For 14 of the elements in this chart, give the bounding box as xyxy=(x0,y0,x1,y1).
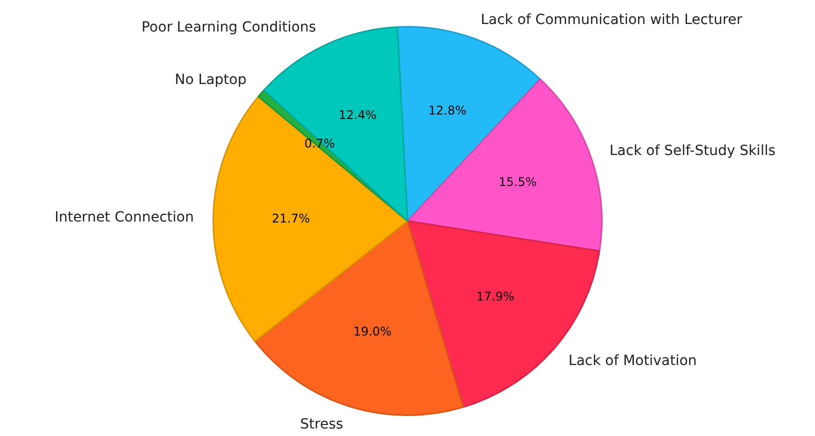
data-label: 0.7% xyxy=(304,136,335,151)
slice-label: Lack of Self-Study Skills xyxy=(610,143,776,160)
slice-label: Stress xyxy=(300,416,344,432)
data-label: 17.9% xyxy=(476,290,514,304)
data-label: 19.0% xyxy=(353,324,392,338)
slice-label: Lack of Motivation xyxy=(568,353,697,370)
data-label: 12.8% xyxy=(428,104,466,118)
data-label: 15.5% xyxy=(498,175,537,190)
slice-label: Internet Connection xyxy=(54,210,194,226)
slice-label: Poor Learning Conditions xyxy=(141,19,316,36)
slice-label: No Laptop xyxy=(174,72,247,88)
data-label: 12.4% xyxy=(338,108,377,122)
data-label: 21.7% xyxy=(272,212,310,226)
slice-label: Lack of Communication with Lecturer xyxy=(480,12,743,28)
